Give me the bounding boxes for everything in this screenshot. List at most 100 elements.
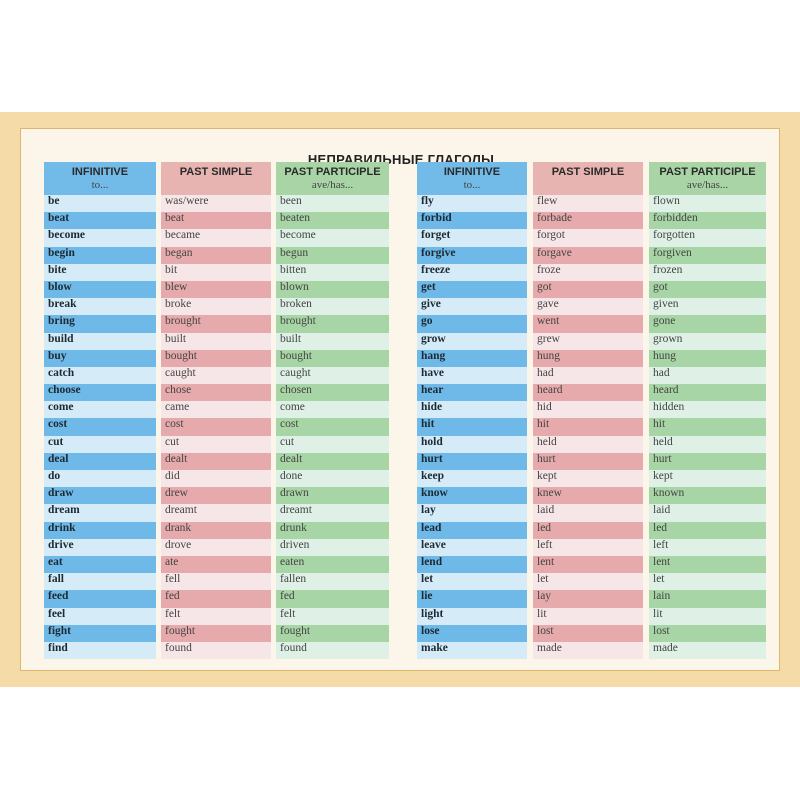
past-participle-cell: let <box>649 573 766 591</box>
infinitive-cell: hang <box>417 349 527 367</box>
past-participle-cell: fallen <box>276 573 389 591</box>
infinitive-cell: hold <box>417 435 527 453</box>
past-simple-cell: did <box>161 470 271 488</box>
past-simple-cell: hurt <box>533 452 643 470</box>
past-simple-cell: laid <box>533 504 643 522</box>
past-simple-cell: hid <box>533 401 643 419</box>
past-simple-cell: lent <box>533 555 643 574</box>
past-participle-cell: come <box>276 401 389 419</box>
past-simple-cell: let <box>533 573 643 591</box>
past-simple-cell: flew <box>533 195 643 213</box>
past-participle-cell: been <box>276 195 389 213</box>
infinitive-cell: cut <box>44 435 156 453</box>
infinitive-cell: make <box>417 641 527 660</box>
past-simple-cell: built <box>161 332 271 350</box>
infinitive-cell: fly <box>417 195 527 213</box>
past-simple-cell: cut <box>161 435 271 453</box>
past-participle-cell: lain <box>649 590 766 608</box>
past-simple-cell: bought <box>161 349 271 367</box>
infinitive-cell: lend <box>417 555 527 574</box>
header-label: PAST SIMPLE <box>551 166 625 178</box>
past-participle-cell: forgotten <box>649 229 766 247</box>
past-simple-cell: drew <box>161 487 271 505</box>
past-participle-cell: found <box>276 641 389 660</box>
infinitive-cell: drink <box>44 521 156 539</box>
past-participle-cell: known <box>649 487 766 505</box>
header-label: PAST PARTICIPLE <box>284 166 381 178</box>
infinitive-cell: draw <box>44 487 156 505</box>
past-participle-cell: hurt <box>649 452 766 470</box>
past-simple-cell: chose <box>161 384 271 402</box>
past-simple-cell: brought <box>161 315 271 333</box>
past-participle-cell: heard <box>649 384 766 402</box>
past-simple-cell: hit <box>533 418 643 436</box>
past-participle-cell: begun <box>276 246 389 264</box>
past-simple-cell: had <box>533 366 643 385</box>
infinitive-cell: hit <box>417 418 527 436</box>
infinitive-cell: be <box>44 195 156 213</box>
past-participle-cell: drunk <box>276 521 389 539</box>
past-simple-cell: broke <box>161 298 271 316</box>
past-participle-cell: done <box>276 470 389 488</box>
past-simple-cell: dealt <box>161 452 271 470</box>
past-simple-cell: was/were <box>161 195 271 213</box>
infinitive-cell: become <box>44 229 156 247</box>
past-simple-cell: lit <box>533 607 643 625</box>
past-participle-cell: given <box>649 298 766 316</box>
past-simple-cell: froze <box>533 263 643 281</box>
past-simple-cell: fed <box>161 590 271 608</box>
header-sublabel: ave/has... <box>311 179 354 191</box>
past-participle-cell: laid <box>649 504 766 522</box>
past-participle-cell: made <box>649 641 766 660</box>
infinitive-cell: come <box>44 401 156 419</box>
poster-frame: НЕПРАВИЛЬНЫЕ ГЛАГОЛЫ INFINITIVE to... PA… <box>0 112 800 687</box>
infinitive-cell: break <box>44 298 156 316</box>
past-participle-cell: drawn <box>276 487 389 505</box>
past-participle-cell: built <box>276 332 389 350</box>
past-simple-cell: came <box>161 401 271 419</box>
past-participle-cell: bought <box>276 349 389 367</box>
header-sublabel: to... <box>91 179 109 191</box>
past-participle-cell: brought <box>276 315 389 333</box>
past-participle-cell: lost <box>649 624 766 642</box>
past-simple-cell: drank <box>161 521 271 539</box>
past-participle-cell: cost <box>276 418 389 436</box>
past-participle-cell: dealt <box>276 452 389 470</box>
infinitive-cell: fall <box>44 573 156 591</box>
infinitive-cell: drive <box>44 538 156 556</box>
past-participle-cell: had <box>649 366 766 385</box>
past-simple-cell: gave <box>533 298 643 316</box>
past-participle-cell: lent <box>649 555 766 574</box>
infinitive-cell: blow <box>44 280 156 299</box>
past-simple-cell: led <box>533 521 643 539</box>
header-past-participle: PAST PARTICIPLE ave/has... <box>649 162 766 195</box>
infinitive-cell: bring <box>44 315 156 333</box>
infinitive-cell: grow <box>417 332 527 350</box>
infinitive-cell: keep <box>417 470 527 488</box>
past-simple-cell: found <box>161 641 271 660</box>
verb-table-left: INFINITIVE to... PAST SIMPLE PAST PARTIC… <box>44 162 389 660</box>
header-infinitive: INFINITIVE to... <box>417 162 527 195</box>
infinitive-cell: beat <box>44 212 156 230</box>
infinitive-cell: hurt <box>417 452 527 470</box>
past-participle-cell: caught <box>276 366 389 385</box>
infinitive-cell: go <box>417 315 527 333</box>
past-simple-cell: cost <box>161 418 271 436</box>
past-simple-cell: caught <box>161 366 271 385</box>
past-simple-cell: fell <box>161 573 271 591</box>
past-participle-cell: forbidden <box>649 212 766 230</box>
past-participle-cell: hit <box>649 418 766 436</box>
past-participle-cell: eaten <box>276 555 389 574</box>
header-label: INFINITIVE <box>71 166 129 178</box>
header-infinitive: INFINITIVE to... <box>44 162 156 195</box>
past-simple-cell: forgot <box>533 229 643 247</box>
past-simple-cell: kept <box>533 470 643 488</box>
infinitive-cell: find <box>44 641 156 660</box>
infinitive-cell: forgive <box>417 246 527 264</box>
past-participle-cell: bitten <box>276 263 389 281</box>
infinitive-cell: deal <box>44 452 156 470</box>
past-simple-cell: got <box>533 280 643 299</box>
past-participle-cell: flown <box>649 195 766 213</box>
infinitive-cell: freeze <box>417 263 527 281</box>
past-simple-cell: lost <box>533 624 643 642</box>
